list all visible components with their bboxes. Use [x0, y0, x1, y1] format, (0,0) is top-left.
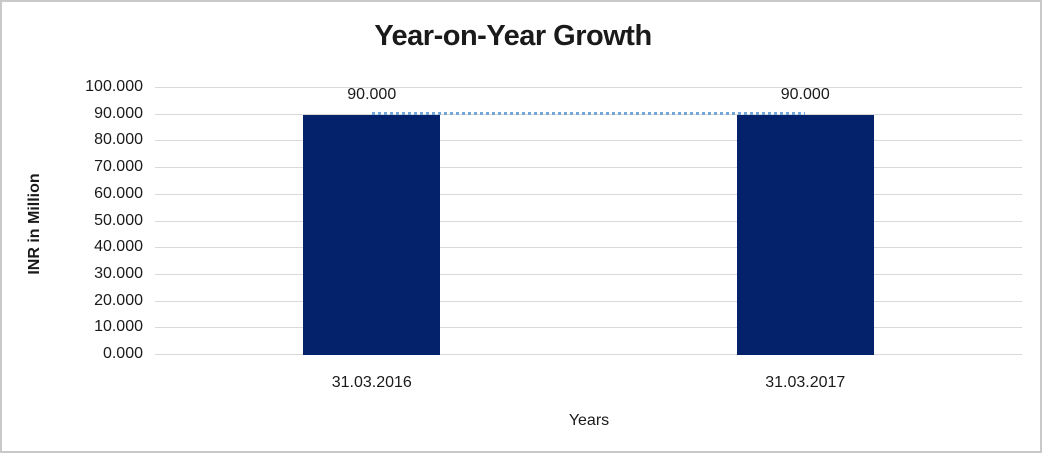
y-tick-label: 70.000	[94, 158, 143, 175]
y-tick-label: 30.000	[94, 265, 143, 282]
y-tick-label: 0.000	[102, 345, 143, 362]
bar-data-label: 90.000	[347, 85, 397, 103]
y-tick-label: 10.000	[94, 318, 143, 335]
gridline	[155, 221, 1022, 222]
x-tick-label: 31.03.2016	[331, 374, 412, 391]
chart-title: Year-on-Year Growth	[374, 20, 652, 52]
gridline	[155, 87, 1022, 88]
y-tick-label: 100.000	[85, 78, 143, 95]
x-tick-label: 31.03.2017	[765, 374, 846, 391]
y-tick-label: 80.000	[94, 131, 143, 148]
gridline	[155, 194, 1022, 195]
x-axis-title: Years	[568, 412, 610, 429]
gridline	[155, 274, 1022, 275]
bar	[736, 114, 874, 355]
y-tick-label: 90.000	[94, 105, 143, 122]
gridline	[155, 301, 1022, 302]
y-tick-label: 20.000	[94, 292, 143, 309]
y-tick-label: 60.000	[94, 185, 143, 202]
gridline	[155, 167, 1022, 168]
trend-dotted-line	[371, 111, 806, 115]
y-tick-label: 40.000	[94, 238, 143, 255]
gridline	[155, 140, 1022, 141]
gridline	[155, 327, 1022, 328]
y-tick-label: 50.000	[94, 212, 143, 229]
gridline	[155, 247, 1022, 248]
bar	[303, 114, 441, 355]
gridline	[155, 354, 1022, 355]
bar-data-label: 90.000	[780, 85, 830, 103]
